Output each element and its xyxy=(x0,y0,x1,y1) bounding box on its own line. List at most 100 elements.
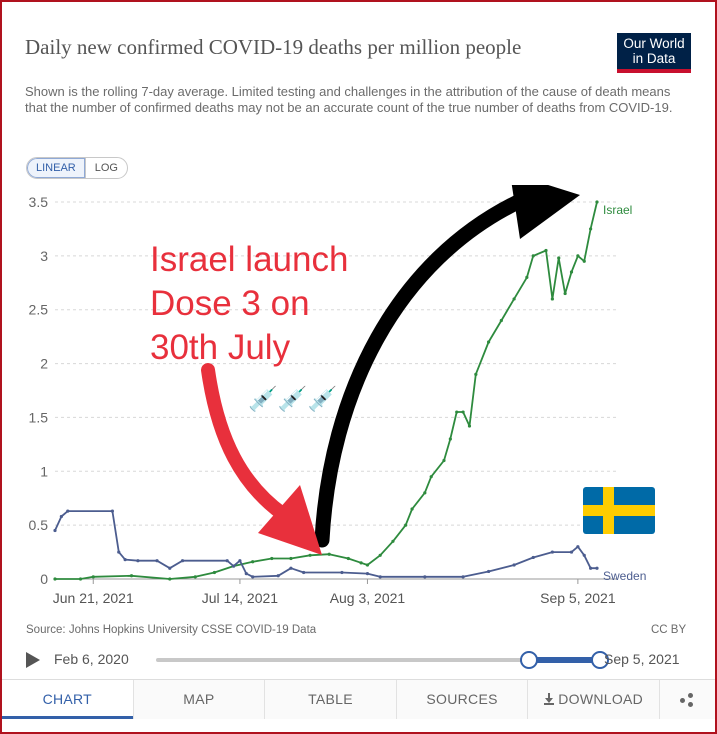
deaths-label: Deaths xyxy=(300,185,496,189)
license-link[interactable]: CC BY xyxy=(651,624,687,636)
timeline: Feb 6, 2020 Sep 5, 2021 xyxy=(24,648,694,672)
data-point-israel xyxy=(474,372,478,376)
y-tick-label: 1.5 xyxy=(29,409,49,425)
data-point-israel xyxy=(212,570,217,575)
red-arrow-head xyxy=(258,485,322,555)
share-icon xyxy=(680,693,694,708)
data-point-sweden xyxy=(117,550,121,554)
data-point-israel xyxy=(78,577,83,581)
data-point-sweden xyxy=(289,566,293,570)
red-arrow-shaft xyxy=(201,363,291,522)
tab-sources[interactable]: SOURCES xyxy=(395,680,528,719)
timeline-end-handle[interactable] xyxy=(591,651,609,669)
data-point-israel xyxy=(557,256,561,260)
data-point-israel xyxy=(289,556,293,561)
timeline-start-handle[interactable] xyxy=(519,651,538,669)
tab-download[interactable]: DOWNLOAD xyxy=(527,680,659,719)
data-point-sweden xyxy=(123,558,127,562)
data-point-israel xyxy=(467,424,472,428)
data-point-israel xyxy=(391,539,395,543)
data-point-israel xyxy=(563,291,567,296)
logo-line-2: in Data xyxy=(632,51,676,66)
line-chart: 0 0.5 1 1.5 2 2.5 3 3.5 Jun 21, 2021 Jul 14, 202… xyxy=(29,185,655,606)
data-point-israel xyxy=(512,297,516,301)
timeline-track[interactable] xyxy=(156,658,600,662)
tab-chart[interactable]: CHART xyxy=(2,680,133,719)
data-point-sweden xyxy=(155,559,159,563)
logo-line-1: Our World xyxy=(623,36,685,51)
data-point-israel xyxy=(308,553,312,557)
data-point-israel xyxy=(410,507,414,511)
data-point-israel xyxy=(423,491,427,495)
data-point-israel xyxy=(569,270,574,274)
linear-scale-button[interactable]: LINEAR xyxy=(27,158,86,178)
series-labels: Israel Sweden xyxy=(603,203,646,583)
data-point-sweden xyxy=(66,509,70,513)
data-point-sweden xyxy=(589,566,593,570)
data-point-sweden xyxy=(340,570,344,575)
data-point-sweden xyxy=(576,545,580,549)
data-point-israel xyxy=(378,553,382,557)
data-point-sweden xyxy=(302,570,306,575)
y-axis-ticks: 0 0.5 1 1.5 2 2.5 3 3.5 xyxy=(29,194,49,587)
data-point-israel xyxy=(327,552,331,556)
series-label-sweden: Sweden xyxy=(603,569,646,583)
annotations: Deaths Israel launch Dose 3 on 30th July 💉💉💉 xyxy=(150,185,655,555)
data-point-sweden xyxy=(251,575,255,579)
big-arrow-shaft xyxy=(314,192,530,548)
y-tick-label: 2 xyxy=(40,356,48,372)
tab-map[interactable]: MAP xyxy=(132,680,265,719)
sweden-flag-cross xyxy=(583,505,655,516)
series-label-israel: Israel xyxy=(603,203,632,217)
chart-subtitle: Shown is the rolling 7-day average. Limi… xyxy=(25,84,673,115)
data-point-israel xyxy=(525,275,529,279)
data-point-israel xyxy=(251,560,255,564)
x-tick-label: Aug 3, 2021 xyxy=(330,590,406,606)
data-point-israel xyxy=(455,410,459,414)
y-tick-label: 2.5 xyxy=(29,302,49,318)
sweden-flag xyxy=(583,487,655,534)
data-point-sweden xyxy=(550,550,554,554)
y-tick-label: 1 xyxy=(40,463,48,479)
series-line-israel xyxy=(55,201,598,580)
data-point-israel xyxy=(461,410,465,414)
x-tick-label: Jun 21, 2021 xyxy=(53,590,134,606)
data-point-israel xyxy=(442,458,446,463)
series xyxy=(53,200,599,581)
x-tick-label: Jul 14, 2021 xyxy=(202,590,278,606)
share-button[interactable] xyxy=(658,680,715,719)
data-point-israel xyxy=(193,575,197,579)
y-tick-label: 3 xyxy=(40,248,48,264)
scale-toggle: LINEAR LOG xyxy=(26,157,128,179)
data-point-israel xyxy=(448,437,452,441)
data-point-sweden xyxy=(136,559,140,563)
y-tick-label: 0 xyxy=(40,571,48,587)
y-tick-label: 3.5 xyxy=(29,194,49,210)
data-point-sweden xyxy=(582,553,586,557)
data-point-israel xyxy=(346,556,350,561)
tab-bar: CHART MAP TABLE SOURCES DOWNLOAD xyxy=(2,679,715,719)
data-point-sweden xyxy=(378,575,382,579)
data-point-israel xyxy=(359,561,363,565)
tab-download-label: DOWNLOAD xyxy=(558,691,644,707)
data-point-israel xyxy=(550,297,554,301)
data-point-sweden xyxy=(238,559,242,563)
big-arrow-head xyxy=(511,185,580,239)
log-scale-button[interactable]: LOG xyxy=(94,162,118,174)
data-point-sweden xyxy=(231,564,236,568)
data-point-israel xyxy=(168,577,172,581)
data-point-sweden xyxy=(487,569,491,574)
play-icon[interactable] xyxy=(26,652,40,668)
data-point-sweden xyxy=(531,555,535,560)
data-point-israel xyxy=(404,523,408,527)
owid-logo[interactable]: Our World in Data xyxy=(617,33,691,73)
dose-annotation-line: 30th July xyxy=(150,328,291,367)
data-point-israel xyxy=(499,318,503,323)
data-point-sweden xyxy=(365,572,370,576)
data-point-israel xyxy=(576,254,580,258)
data-point-sweden xyxy=(423,575,427,579)
source-note[interactable]: Source: Johns Hopkins University CSSE CO… xyxy=(26,624,317,636)
data-point-sweden xyxy=(276,574,280,578)
tab-table[interactable]: TABLE xyxy=(264,680,396,719)
data-point-sweden xyxy=(168,566,172,570)
